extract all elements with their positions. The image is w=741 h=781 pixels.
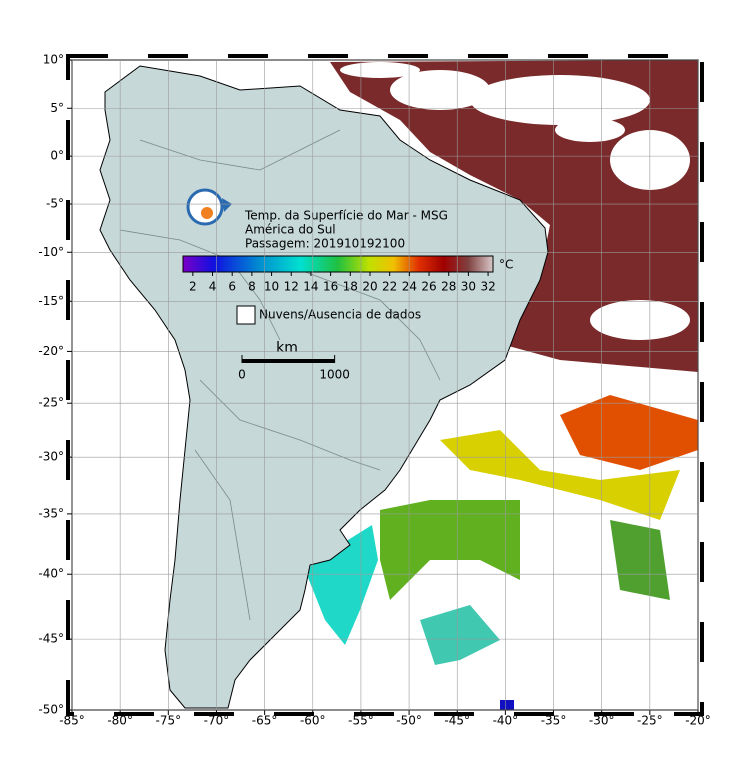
sst-green-east [610, 520, 670, 600]
inpe-logo [186, 188, 232, 226]
no-data-label: Nuvens/Ausencia de dados [259, 308, 421, 322]
x-tick-label: -85° [59, 714, 85, 728]
y-tick-label: -45° [38, 632, 64, 646]
colorbar [182, 255, 494, 273]
x-tick-label: -30° [589, 714, 615, 728]
scalebar-label: 0 [238, 368, 246, 382]
legend-subtitle: América do Sul [245, 223, 336, 237]
colorbar-tick-label: 22 [382, 280, 397, 294]
colorbar-tick-label: 26 [421, 280, 436, 294]
colorbar-tick-label: 2 [189, 280, 197, 294]
scalebar-bar [242, 359, 335, 363]
y-tick-label: -10° [38, 245, 64, 259]
x-tick-label: -80° [107, 714, 133, 728]
y-tick-label: -5° [46, 197, 64, 211]
x-tick-label: -20° [685, 714, 711, 728]
colorbar-tick-label: 16 [323, 280, 338, 294]
sst-south-yellow [440, 430, 680, 520]
colorbar-tick-label: 4 [209, 280, 217, 294]
map-border [66, 54, 704, 716]
y-tick-label: -20° [38, 344, 64, 358]
legend-pass: Passagem: 201910192100 [245, 237, 405, 251]
y-tick-label: 5° [50, 101, 64, 115]
x-tick-label: -45° [444, 714, 470, 728]
y-tick-label: -40° [38, 567, 64, 581]
map-layers [99, 60, 698, 710]
land [99, 65, 549, 709]
scalebar-unit: km [276, 340, 298, 356]
no-data-swatch [236, 305, 256, 325]
colorbar-tick-label: 28 [441, 280, 456, 294]
sst-cyan-offshore [420, 605, 500, 665]
colorbar-unit: °C [499, 258, 513, 272]
y-tick-label: -30° [38, 450, 64, 464]
legend-title: Temp. da Superfície do Mar - MSG [244, 209, 448, 223]
sst-spot-blue [500, 700, 514, 710]
y-tick-label: -25° [38, 396, 64, 410]
colorbar-tick-label: 32 [480, 280, 495, 294]
colorbar-tick-label: 24 [402, 280, 417, 294]
x-tick-label: -65° [252, 714, 278, 728]
x-tick-label: -40° [493, 714, 519, 728]
colorbar-tick-label: 8 [248, 280, 256, 294]
colorbar-tick-label: 30 [461, 280, 476, 294]
colorbar-tick-label: 10 [264, 280, 279, 294]
scalebar-label: 1000 [319, 368, 350, 382]
colorbar-tick-label: 14 [303, 280, 318, 294]
sst-south-red [560, 395, 698, 470]
x-tick-label: -55° [348, 714, 374, 728]
x-tick-label: -60° [300, 714, 326, 728]
colorbar-tick-label: 18 [343, 280, 358, 294]
x-tick-label: -75° [156, 714, 182, 728]
y-tick-label: -50° [38, 703, 64, 717]
sst-south-green [380, 500, 520, 600]
sst-cyan [305, 525, 378, 645]
colorbar-tick-label: 20 [362, 280, 377, 294]
x-tick-label: -25° [637, 714, 663, 728]
y-tick-label: -35° [38, 506, 64, 520]
colorbar-tick-label: 12 [284, 280, 299, 294]
y-tick-label: -15° [38, 294, 64, 308]
colorbar-tick-label: 6 [228, 280, 236, 294]
y-tick-label: 10° [43, 53, 64, 67]
x-tick-label: -50° [396, 714, 422, 728]
y-tick-label: 0° [50, 149, 64, 163]
x-tick-label: -70° [204, 714, 230, 728]
x-tick-label: -35° [541, 714, 567, 728]
